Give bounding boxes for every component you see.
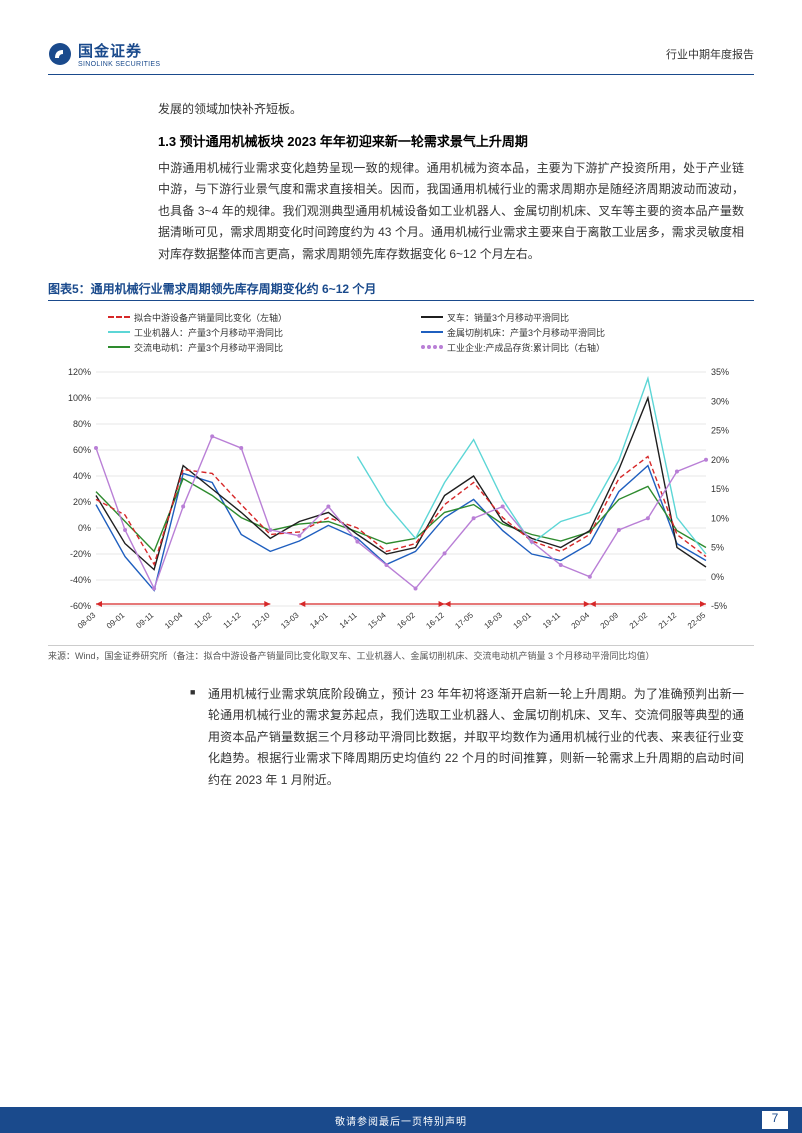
figure5-source: 来源：Wind，国金证券研究所（备注：拟合中游设备产销量同比变化取叉车、工业机器… [48, 645, 754, 662]
svg-text:60%: 60% [73, 445, 91, 455]
svg-text:11-02: 11-02 [192, 610, 213, 630]
logo-icon [48, 42, 72, 66]
legend-item: 工业机器人：产量3个月移动平滑同比 [108, 326, 401, 339]
bullet-paragraph: 通用机械行业需求筑底阶段确立，预计 23 年年初将逐渐开启新一轮上升周期。为了准… [208, 684, 744, 792]
svg-text:40%: 40% [73, 471, 91, 481]
doc-type: 行业中期年度报告 [666, 46, 754, 62]
svg-text:10-04: 10-04 [163, 610, 185, 630]
svg-text:19-01: 19-01 [512, 610, 534, 630]
svg-text:12-10: 12-10 [250, 610, 272, 630]
svg-text:0%: 0% [78, 523, 91, 533]
svg-text:35%: 35% [711, 367, 729, 377]
svg-text:20%: 20% [711, 454, 729, 464]
svg-text:21-02: 21-02 [628, 610, 650, 630]
svg-text:-40%: -40% [70, 575, 91, 585]
page-number: 7 [762, 1111, 788, 1129]
svg-text:-60%: -60% [70, 601, 91, 611]
svg-text:30%: 30% [711, 396, 729, 406]
svg-text:120%: 120% [68, 367, 91, 377]
page-footer: 敬请参阅最后一页特别声明 7 [0, 1107, 802, 1133]
legend-item: 叉车：销量3个月移动平滑同比 [421, 311, 714, 324]
svg-text:5%: 5% [711, 542, 724, 552]
svg-text:20-09: 20-09 [599, 610, 621, 630]
legend-item: 金属切削机床：产量3个月移动平滑同比 [421, 326, 714, 339]
legend-item: 交流电动机：产量3个月移动平滑同比 [108, 341, 401, 354]
svg-text:22-05: 22-05 [686, 610, 708, 630]
svg-text:17-05: 17-05 [453, 610, 475, 630]
svg-text:100%: 100% [68, 393, 91, 403]
svg-text:20%: 20% [73, 497, 91, 507]
page-header: 国金证券 SINOLINK SECURITIES 行业中期年度报告 [48, 40, 754, 75]
svg-text:-5%: -5% [711, 601, 727, 611]
footer-disclaimer: 敬请参阅最后一页特别声明 [335, 1113, 467, 1128]
svg-text:08-03: 08-03 [76, 610, 98, 630]
svg-text:20-04: 20-04 [570, 610, 592, 630]
svg-text:10%: 10% [711, 513, 729, 523]
intro-line: 发展的领域加快补齐短板。 [158, 99, 744, 121]
svg-text:14-01: 14-01 [308, 610, 330, 630]
svg-text:09-11: 09-11 [134, 610, 155, 630]
svg-text:09-01: 09-01 [105, 610, 127, 630]
logo-text-cn: 国金证券 [78, 40, 160, 61]
svg-text:0%: 0% [711, 571, 724, 581]
figure5-chart: -60% -40% -20% 0% 20% 40% 60% 80% 100% 120% -5% 0% 5… [48, 362, 754, 642]
logo: 国金证券 SINOLINK SECURITIES [48, 40, 160, 68]
svg-text:25%: 25% [711, 425, 729, 435]
paragraph-1: 中游通用机械行业需求变化趋势呈现一致的规律。通用机械为资本品，主要为下游扩产投资… [158, 158, 744, 266]
section-1-3-title: 1.3 预计通用机械板块 2023 年年初迎来新一轮需求景气上升周期 [158, 131, 754, 150]
svg-text:-20%: -20% [70, 549, 91, 559]
svg-text:14-11: 14-11 [338, 610, 359, 630]
svg-text:16-12: 16-12 [424, 610, 446, 630]
svg-text:16-02: 16-02 [395, 610, 417, 630]
svg-text:15%: 15% [711, 484, 729, 494]
svg-text:80%: 80% [73, 419, 91, 429]
svg-text:18-03: 18-03 [482, 610, 504, 630]
svg-text:15-04: 15-04 [366, 610, 388, 630]
svg-text:21-12: 21-12 [657, 610, 679, 630]
figure5-title: 图表5：通用机械行业需求周期领先库存周期变化约 6~12 个月 [48, 280, 754, 301]
svg-text:13-03: 13-03 [279, 610, 301, 630]
legend-item: 拟合中游设备产销量同比变化（左轴） [108, 311, 401, 324]
svg-text:11-12: 11-12 [222, 610, 243, 630]
legend-item: 工业企业:产成品存货:累计同比（右轴） [421, 341, 714, 354]
chart-legend: 拟合中游设备产销量同比变化（左轴） 叉车：销量3个月移动平滑同比工业机器人：产量3… [48, 307, 754, 362]
logo-text-en: SINOLINK SECURITIES [78, 61, 160, 68]
svg-text:19-11: 19-11 [541, 610, 562, 630]
